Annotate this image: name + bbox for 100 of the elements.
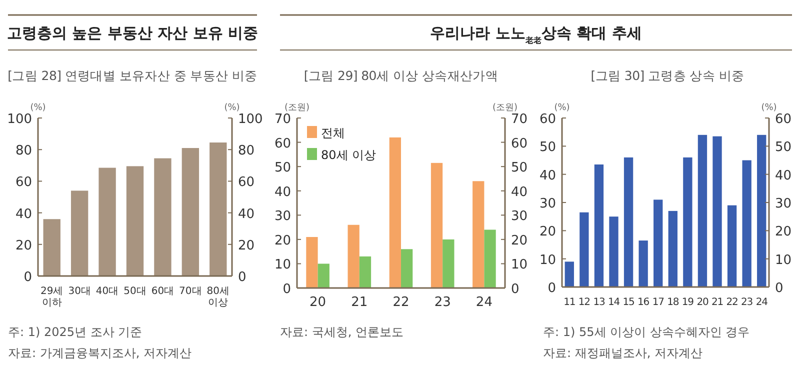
- bar: [757, 134, 766, 287]
- bar: [401, 249, 413, 288]
- bar: [154, 158, 172, 276]
- bar: [98, 168, 116, 276]
- y2-tick-label: 20: [238, 238, 255, 254]
- y-tick-label: 0: [282, 282, 291, 297]
- bar: [442, 239, 454, 288]
- y2-axis-title: (%): [761, 103, 777, 113]
- y2-axis-title: (%): [224, 103, 240, 113]
- bar: [683, 157, 692, 287]
- y-tick-label: 60: [274, 136, 291, 152]
- bar: [654, 200, 663, 287]
- x-tick-label: 24: [756, 297, 768, 308]
- bar: [742, 160, 752, 287]
- y2-tick-label: 50: [511, 160, 528, 176]
- chart-title: [그림 29] 80세 이상 상속재산가액: [304, 68, 498, 83]
- y2-tick-label: 0: [775, 281, 784, 296]
- y-tick-label: 60: [15, 175, 32, 190]
- x-tick-label: 16: [638, 297, 650, 308]
- text: 자료: 가계금융복지조사, 저자계산: [8, 346, 192, 360]
- x-tick-label: 20: [696, 297, 708, 308]
- bar: [727, 205, 737, 287]
- bar: [126, 166, 144, 276]
- x-tick-label: 19: [682, 297, 694, 308]
- y-tick-label: 10: [274, 258, 291, 273]
- y-tick-label: 30: [539, 196, 556, 212]
- y2-tick-label: 30: [511, 209, 528, 224]
- x-tick-label: 13: [593, 297, 605, 308]
- y2-tick-label: 20: [511, 233, 528, 248]
- bar: [668, 210, 678, 287]
- y-tick-label: 0: [24, 270, 32, 285]
- y2-tick-label: 30: [775, 196, 792, 212]
- bar: [580, 212, 589, 287]
- x-tick-label: 70대: [179, 286, 202, 297]
- y2-tick-label: 70: [511, 112, 528, 127]
- bar: [389, 137, 401, 288]
- bar: [472, 181, 484, 288]
- y-tick-label: 50: [539, 140, 556, 156]
- y-tick-label: 40: [274, 184, 291, 200]
- x-tick-label: 50대: [124, 286, 146, 297]
- y-tick-label: 40: [15, 206, 32, 222]
- y2-tick-label: 40: [511, 184, 528, 200]
- y-axis-title: (%): [554, 103, 570, 113]
- x-tick-label: 23: [741, 297, 753, 308]
- x-tick-label: 14: [608, 297, 620, 308]
- legend-label: 80세 이상: [321, 148, 376, 162]
- x-tick-label: 29세 이하: [40, 286, 64, 308]
- y2-tick-label: 40: [775, 168, 792, 184]
- chart-subtitle: 고령층의 높은 부동산 자산 보유 비중: [6, 24, 258, 42]
- x-tick-label: 80세 이상: [206, 286, 230, 308]
- bar: [624, 157, 634, 287]
- bar: [712, 136, 722, 287]
- legend-label: 전체: [321, 126, 345, 140]
- y-tick-label: 50: [274, 160, 291, 176]
- text: 우리나라 노노$_{老老}$상속 확대 추세: [430, 24, 642, 44]
- y2-tick-label: 80: [238, 144, 255, 159]
- y2-tick-label: 20: [775, 224, 792, 240]
- x-tick-label: 15: [622, 297, 635, 308]
- bar: [210, 142, 227, 276]
- x-tick-label: 11: [564, 297, 576, 308]
- y2-tick-label: 100: [238, 112, 263, 127]
- y-axis-title: (조원): [284, 103, 310, 113]
- y2-tick-label: 40: [238, 206, 255, 222]
- x-tick-label: 30대: [68, 286, 91, 297]
- x-tick-label: 17: [652, 297, 664, 308]
- bar: [609, 216, 618, 287]
- bar: [306, 237, 318, 288]
- x-tick-label: 22: [726, 297, 738, 308]
- y-tick-label: 20: [15, 238, 32, 254]
- x-tick-label: 21: [351, 295, 368, 310]
- y2-tick-label: 50: [775, 140, 792, 156]
- y2-tick-label: 10: [511, 258, 528, 273]
- y-tick-label: 70: [274, 112, 291, 127]
- bar: [564, 262, 574, 287]
- y2-tick-label: 10: [775, 252, 792, 268]
- y-tick-label: 100: [7, 112, 32, 127]
- bar: [43, 219, 60, 276]
- x-tick-label: 24: [476, 295, 492, 310]
- y-axis-title: (%): [30, 103, 46, 113]
- chart-title: [그림 30] 고령층 상속 비중: [590, 68, 745, 83]
- bar: [318, 264, 330, 288]
- y-tick-label: 20: [274, 233, 291, 248]
- y-tick-label: 80: [15, 144, 32, 159]
- bar: [348, 224, 360, 288]
- bar: [182, 148, 200, 276]
- y-tick-label: 20: [539, 224, 556, 240]
- x-tick-label: 21: [711, 297, 724, 308]
- y-tick-label: 10: [539, 252, 556, 268]
- y-tick-label: 40: [539, 168, 556, 184]
- x-tick-label: 12: [578, 297, 590, 308]
- bar: [430, 162, 443, 288]
- bar: [638, 240, 648, 287]
- y2-tick-label: 0: [238, 270, 246, 285]
- y2-axis-title: (조원): [492, 103, 518, 113]
- x-tick-label: 18: [667, 297, 679, 308]
- y-tick-label: 0: [548, 281, 556, 296]
- x-tick-label: 40대: [96, 286, 119, 297]
- x-tick-label: 22: [392, 295, 410, 310]
- y-tick-label: 30: [274, 209, 291, 224]
- text: 자료: 국세청, 언론보도: [280, 325, 404, 339]
